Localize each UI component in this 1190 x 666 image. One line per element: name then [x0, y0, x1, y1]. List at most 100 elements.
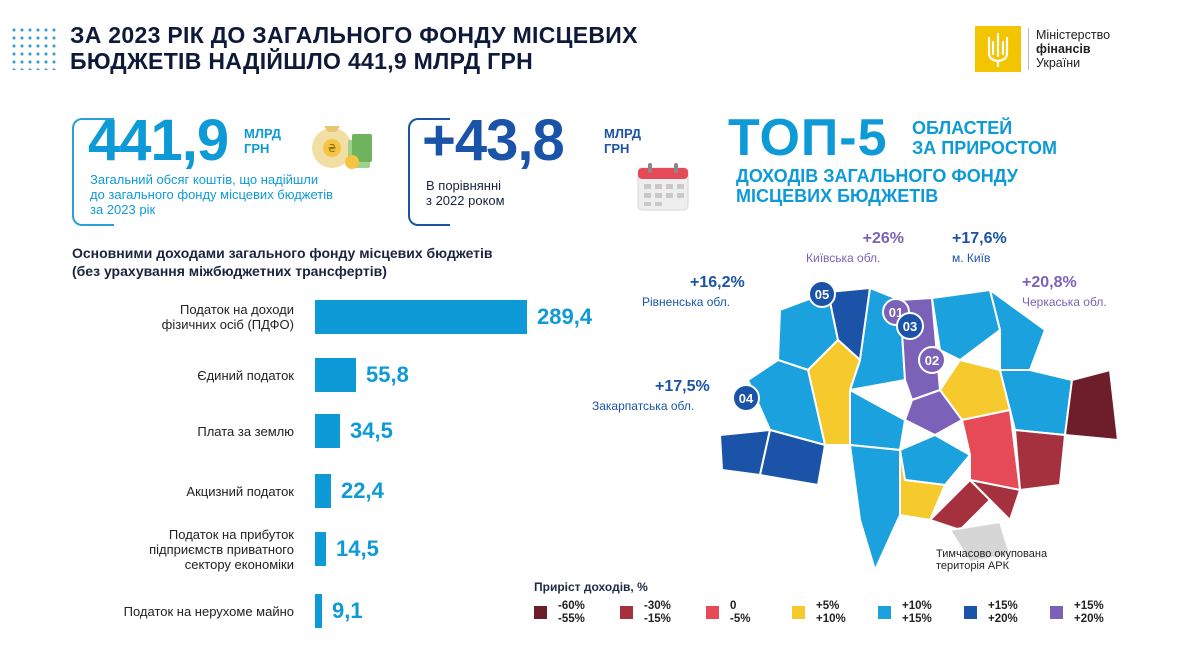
legend-label-6-from: +15% — [1074, 600, 1104, 612]
bar-value-2: 34,5 — [350, 418, 393, 443]
marker-05-label: 05 — [815, 287, 829, 302]
map-markers: 01 02 03 04 05 — [732, 280, 946, 412]
stat1-unit: МЛРД ГРН — [244, 126, 281, 156]
legend-label-4-to: +15% — [902, 613, 932, 625]
region-vinnytsia — [849, 389, 906, 451]
ministry-name-line2: фінансів — [1036, 42, 1091, 56]
region-05-name: Рівненська обл. — [642, 295, 731, 309]
region-odesa — [849, 444, 901, 570]
legend-swatch-6 — [1050, 606, 1063, 619]
dots-decoration — [10, 26, 56, 70]
stat1-desc-line3: за 2023 рік — [90, 202, 156, 217]
marker-03-label: 03 — [903, 319, 917, 334]
marker-02: 02 — [918, 346, 946, 374]
legend-swatch-3 — [792, 606, 805, 619]
marker-03: 03 — [896, 312, 924, 340]
region-04-pct: +17,5% — [655, 378, 710, 395]
legend-label-5-from: +15% — [988, 600, 1018, 612]
stat1-desc-line1: Загальний обсяг коштів, що надійшли — [90, 172, 319, 187]
bar-label-0: Податок на доходи фізичних осіб (ПДФО) — [68, 302, 294, 332]
stat2-unit-line1: МЛРД — [604, 126, 642, 141]
occupied-note-line1: Тимчасово окупована — [936, 548, 1048, 560]
marker-01-label: 01 — [889, 305, 903, 320]
bar-label-1-line-0: Єдиний податок — [197, 367, 294, 383]
bar-value-4: 14,5 — [336, 536, 379, 561]
stat2-value: +43,8 — [422, 108, 565, 173]
region-05-pct: +16,2% — [690, 274, 745, 291]
region-dnipro — [961, 409, 1021, 491]
bar-value-5: 9,1 — [332, 598, 363, 623]
bar-label-4-line-0: Податок на прибуток — [168, 526, 294, 542]
stat2-unit-line2: ГРН — [604, 141, 630, 156]
legend-swatch-0 — [534, 606, 547, 619]
top5-line2: ЗА ПРИРОСТОМ — [912, 138, 1058, 158]
marker-04: 04 — [732, 384, 760, 412]
top5-line1: ОБЛАСТЕЙ — [912, 118, 1013, 138]
region-lviv — [747, 359, 826, 446]
stat1-desc-line2: до загального фонду місцевих бюджетів — [90, 187, 334, 202]
bar-label-4-line-1: підприємств приватного — [149, 541, 294, 557]
bar-value-1: 55,8 — [366, 362, 409, 387]
ministry-name-line3: України — [1036, 56, 1081, 70]
chart-title-line2: (без урахування міжбюджетних трансфертів… — [72, 263, 387, 279]
bar-label-4-line-2: сектору економіки — [184, 556, 294, 572]
ministry-name: Міністерство фінансів України — [1036, 28, 1110, 70]
svg-text:₴: ₴ — [328, 142, 337, 155]
stat2-bracket — [408, 118, 450, 226]
region-kirovohrad — [899, 434, 971, 486]
bar-5 — [315, 594, 322, 628]
legend-label-1-from: -30% — [644, 600, 671, 612]
top5-line4: МІСЦЕВИХ БЮДЖЕТІВ — [736, 186, 939, 206]
top5-caption: ДОХОДІВ ЗАГАЛЬНОГО ФОНДУ МІСЦЕВИХ БЮДЖЕТ… — [736, 166, 1018, 206]
legend-label-4-from: +10% — [902, 600, 932, 612]
region-ternopil-ivano — [759, 429, 826, 486]
legend-label-1: -30% -15% — [644, 600, 671, 626]
region-01-pct: +26% — [862, 230, 904, 247]
stat2-desc-line2: з 2022 роком — [426, 193, 505, 208]
ukraine-map: 01 02 03 04 05 — [719, 280, 1119, 570]
stat2-description: В порівнянні з 2022 роком — [426, 178, 505, 208]
stat1-unit-line1: МЛРД — [244, 126, 282, 141]
legend-swatch-1 — [620, 606, 633, 619]
bar-label-5: Податок на нерухоме майно — [68, 604, 294, 619]
bar-label-4: Податок на прибуток підприємств приватног… — [68, 527, 294, 572]
legend-label-0: -60% -55% — [558, 600, 585, 626]
chart-title-line1: Основними доходами загального фонду місц… — [72, 245, 493, 261]
legend-label-1-to: -15% — [644, 613, 671, 625]
bar-0 — [315, 300, 527, 334]
legend-swatch-2 — [706, 606, 719, 619]
bar-2 — [315, 414, 340, 448]
stat1-value: 441,9 — [88, 108, 229, 173]
legend-label-4: +10% +15% — [902, 600, 932, 626]
legend-swatch-5 — [964, 606, 977, 619]
bar-value-3: 22,4 — [341, 478, 384, 503]
page-title: ЗА 2023 РІК ДО ЗАГАЛЬНОГО ФОНДУ МІСЦЕВИХ… — [70, 22, 770, 74]
bar-value-0: 289,4 — [537, 304, 593, 329]
legend-label-5: +15% +20% — [988, 600, 1018, 626]
stat2-unit: МЛРД ГРН — [604, 126, 641, 156]
region-01-name: Київська обл. — [806, 251, 881, 265]
region-04-name: Закарпатська обл. — [592, 399, 695, 413]
bar-label-1: Єдиний податок — [68, 368, 294, 383]
bar-label-2-line-0: Плата за землю — [197, 423, 294, 439]
legend-title: Приріст доходів, % — [534, 580, 648, 594]
top5-subheading: ОБЛАСТЕЙ ЗА ПРИРОСТОМ — [912, 118, 1057, 158]
top5-heading: ТОП-5 — [728, 109, 888, 167]
bar-label-0-line-0: Податок на доходи — [180, 302, 294, 317]
occupied-note: Тимчасово окупована територія АРК — [936, 548, 1047, 572]
bar-label-2: Плата за землю — [68, 424, 294, 439]
bar-4 — [315, 532, 326, 566]
marker-05: 05 — [808, 280, 836, 308]
region-cherkasy — [904, 389, 963, 436]
legend-label-3: +5% +10% — [816, 600, 846, 626]
marker-04-label: 04 — [739, 391, 754, 406]
legend-label-2-from: 0 — [730, 600, 737, 612]
bar-label-3: Акцизний податок — [68, 484, 294, 499]
legend-label-5-to: +20% — [988, 613, 1018, 625]
top5-line3: ДОХОДІВ ЗАГАЛЬНОГО ФОНДУ — [736, 166, 1018, 186]
bar-label-0-line-1: фізичних осіб (ПДФО) — [161, 317, 294, 332]
bar-label-5-line-0: Податок на нерухоме майно — [123, 603, 294, 619]
page-title-line1: ЗА 2023 РІК ДО ЗАГАЛЬНОГО ФОНДУ МІСЦЕВИХ — [70, 22, 638, 48]
legend-label-2-to: -5% — [730, 613, 751, 625]
legend-label-3-from: +5% — [816, 600, 840, 612]
